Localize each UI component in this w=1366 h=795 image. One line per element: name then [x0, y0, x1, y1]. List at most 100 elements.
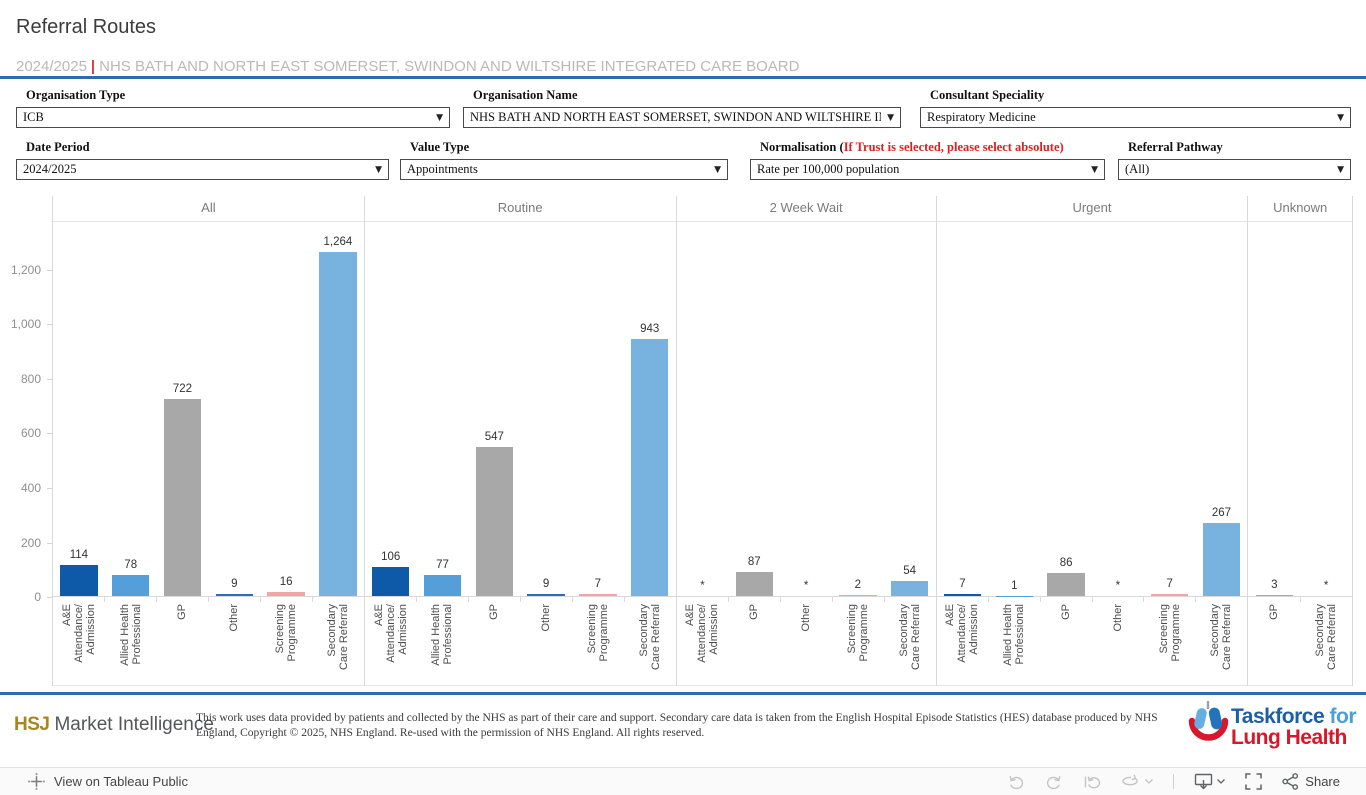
bar[interactable] [1202, 523, 1241, 596]
refresh-button[interactable] [1121, 774, 1154, 790]
x-axis-label: Allied Health Professional [118, 603, 143, 666]
bar-slot: 87 [728, 222, 780, 596]
bar-slot: 9 [208, 222, 260, 596]
filter-label: Consultant Speciality [930, 88, 1045, 102]
bar-slot: 78 [105, 222, 157, 596]
filter-label: Referral Pathway [1128, 140, 1223, 154]
x-axis-tick [157, 597, 209, 602]
x-axis-tick [937, 597, 989, 602]
hsj-logo-text: HSJ [14, 714, 50, 735]
bar-slot: 7 [1144, 222, 1196, 596]
referral-pathway-dropdown[interactable]: (All) ▼ [1118, 159, 1351, 180]
revert-button[interactable] [1083, 774, 1101, 790]
bar[interactable] [631, 339, 669, 596]
x-axis-label: Secondary Care Referral [897, 603, 922, 670]
undo-icon [1009, 775, 1024, 789]
x-axis-label: Other [540, 603, 553, 632]
fullscreen-button[interactable] [1245, 773, 1263, 790]
panel-header: All [53, 196, 364, 222]
redo-button[interactable] [1045, 774, 1063, 790]
logo-line1-accent: for [1324, 705, 1357, 728]
x-axis-label: A&E Attendance/ Admission [684, 603, 721, 663]
organisation-type-dropdown[interactable]: ICB ▼ [16, 107, 450, 128]
bar-value-label: 16 [279, 575, 293, 588]
toolbar-actions: Share [1007, 773, 1340, 790]
y-axis-tick-mark [47, 269, 52, 271]
undo-button[interactable] [1007, 774, 1025, 790]
x-axis-tick [729, 597, 781, 602]
download-button[interactable] [1194, 773, 1226, 790]
panel-header: 2 Week Wait [676, 196, 936, 222]
bar-slot: 114 [53, 222, 105, 596]
chevron-down-icon [1217, 779, 1226, 784]
chevron-down-icon: ▼ [887, 112, 894, 123]
chevron-down-icon: ▼ [1337, 112, 1344, 123]
bar-slot: 1 [988, 222, 1040, 596]
bar-slot: 1,264 [312, 222, 364, 596]
bar[interactable] [891, 581, 929, 596]
bar[interactable] [475, 446, 513, 596]
x-axis-tick [677, 597, 729, 602]
bar-value-label: 54 [903, 565, 917, 578]
bar-value-label: 87 [747, 556, 761, 569]
y-axis-tick-mark [47, 324, 52, 326]
bar[interactable] [1151, 594, 1189, 596]
bar-slot: 2 [832, 222, 884, 596]
bar-slot: 267 [1196, 222, 1248, 596]
bar[interactable] [839, 595, 877, 596]
footer-divider [0, 692, 1366, 695]
bar-value-label: 3 [1271, 579, 1278, 592]
bar-value-label: 114 [69, 548, 89, 561]
x-axis-tick [417, 597, 469, 602]
x-axis-tick [105, 597, 157, 602]
x-axis-label: GP [1268, 603, 1281, 620]
view-on-tableau-public-link[interactable]: View on Tableau Public [28, 773, 188, 790]
filter-value: Appointments [407, 162, 478, 176]
filter-label-text: Normalisation ( [760, 140, 844, 154]
x-axis-tick [1144, 597, 1197, 602]
x-axis-tick [521, 597, 573, 602]
bar[interactable] [527, 593, 565, 596]
bar[interactable] [319, 251, 357, 596]
y-axis-tick-mark [47, 433, 52, 435]
bar[interactable] [1047, 572, 1085, 596]
bar[interactable] [215, 593, 253, 596]
bar-value-label: 77 [436, 559, 449, 572]
bar[interactable] [372, 567, 410, 596]
bar-slot: 3 [1248, 222, 1300, 596]
bar-slot: 7 [572, 222, 624, 596]
share-button[interactable]: Share [1282, 773, 1340, 790]
taskforce-lung-health-logo: Taskforce for Lung Health [1185, 700, 1356, 754]
organisation-name-dropdown[interactable]: NHS BATH AND NORTH EAST SOMERSET, SWINDO… [463, 107, 901, 128]
bar-slot: 943 [624, 222, 676, 596]
bar-value-label: 86 [1059, 556, 1073, 569]
tableau-logo-icon [28, 773, 45, 790]
bar-slot: 16 [260, 222, 312, 596]
x-axis-tick [1093, 597, 1145, 602]
normalisation-dropdown[interactable]: Rate per 100,000 population ▼ [750, 159, 1105, 180]
bar[interactable] [579, 594, 617, 596]
value-type-dropdown[interactable]: Appointments ▼ [400, 159, 728, 180]
bar[interactable] [267, 591, 305, 596]
date-period-dropdown[interactable]: 2024/2025 ▼ [16, 159, 389, 180]
panel-routine: Routine 106 77 547 9 7 943 A&E Attendance/ Admi… [364, 196, 677, 686]
bar[interactable] [1255, 595, 1293, 596]
bar[interactable] [112, 574, 150, 596]
bar[interactable] [60, 564, 98, 596]
hsj-market-intelligence-logo: HSJ Market Intelligence [14, 714, 214, 736]
bar[interactable] [943, 594, 982, 596]
bar[interactable] [423, 575, 462, 596]
panel-header: Unknown [1248, 196, 1352, 222]
bar[interactable] [735, 572, 773, 596]
bar-value-label: 78 [124, 558, 138, 571]
bar-value-label: 106 [381, 551, 401, 564]
taskforce-logo-text: Taskforce for Lung Health [1231, 706, 1356, 748]
consultant-speciality-dropdown[interactable]: Respiratory Medicine ▼ [920, 107, 1351, 128]
y-axis-tick-mark [47, 542, 52, 544]
chevron-down-icon: ▼ [1337, 164, 1344, 175]
bar[interactable] [163, 399, 202, 596]
x-axis-tick [261, 597, 313, 602]
tableau-toolbar: View on Tableau Public [0, 767, 1366, 795]
y-axis-tick-label: 600 [20, 426, 41, 441]
